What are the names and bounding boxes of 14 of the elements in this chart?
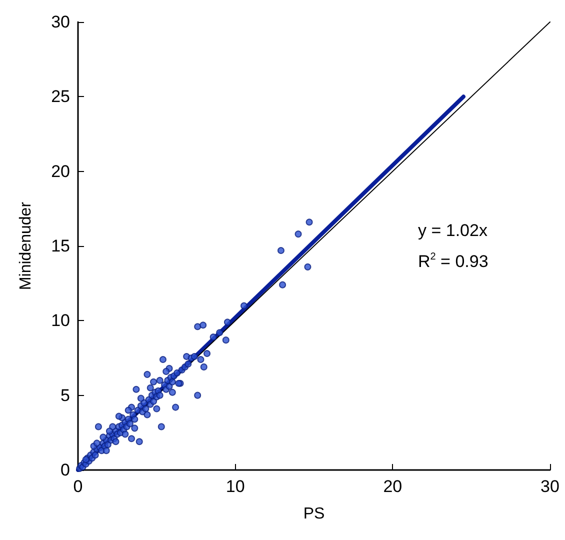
x-tick-label: 0 <box>73 477 83 496</box>
y-tick-label: 10 <box>51 311 70 330</box>
y-tick-label: 5 <box>60 386 70 405</box>
y-tick-label: 30 <box>51 12 70 32</box>
x-tick-label: 20 <box>383 477 402 496</box>
y-tick-label: 20 <box>51 162 70 181</box>
y-axis-title: Minidenuder <box>18 201 34 290</box>
y-tick-label: 15 <box>51 236 70 256</box>
x-axis-title: PS <box>303 506 325 522</box>
x-tick-label: 30 <box>540 477 560 496</box>
y-tick-label: 25 <box>51 87 70 106</box>
y-tick-label: 0 <box>60 460 70 480</box>
annotation: y = 1.02x <box>418 221 488 240</box>
x-tick-label: 10 <box>226 477 245 496</box>
